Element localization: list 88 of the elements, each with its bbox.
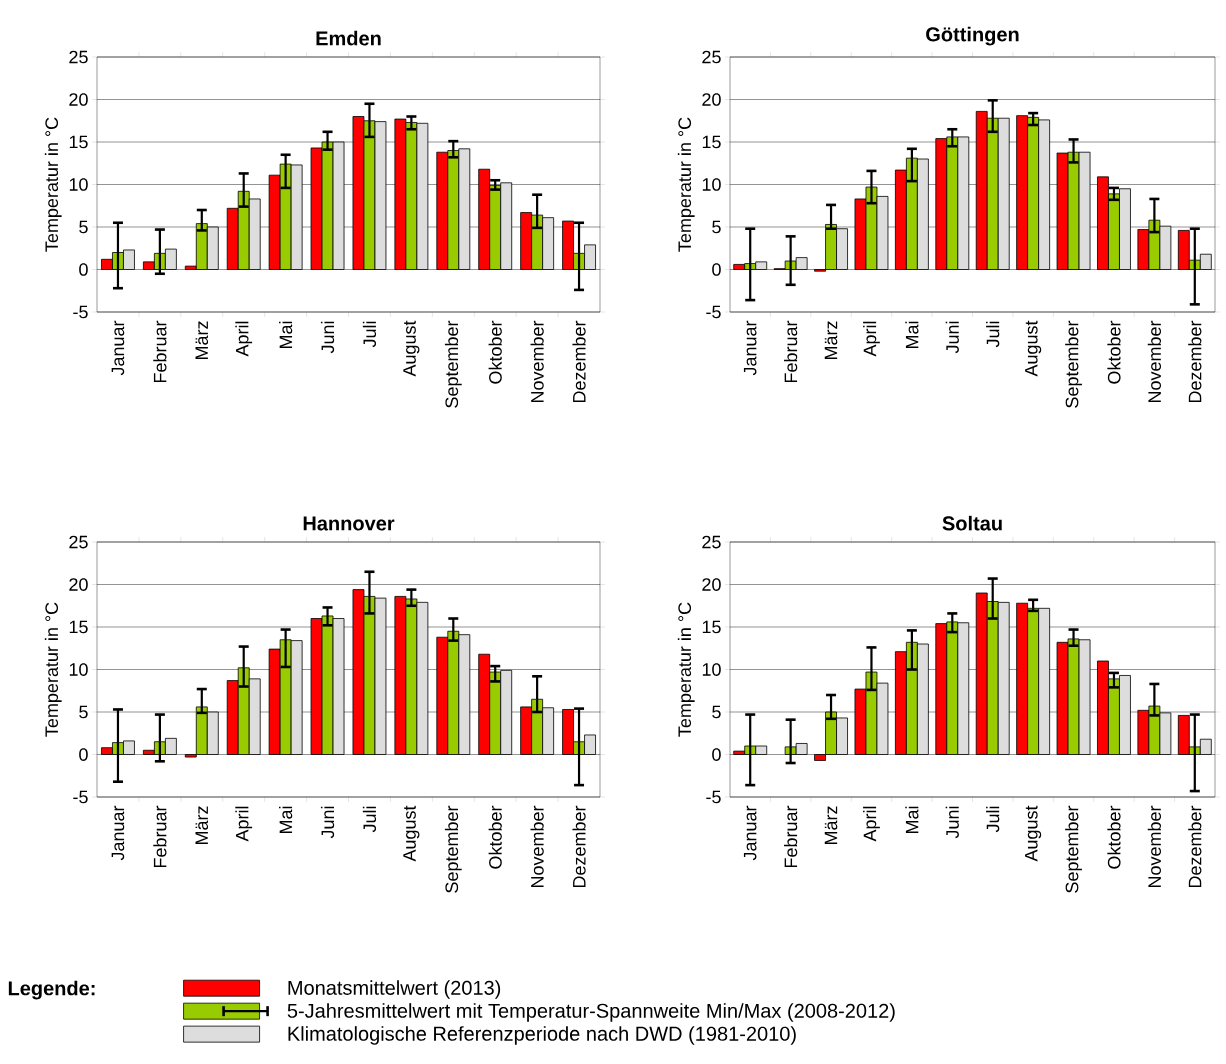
x-tick-label: Juli [986,806,1000,833]
y-tick-label: 25 [69,535,88,549]
x-tick-label: Juli [362,806,377,833]
chart-title: Göttingen [926,26,1019,46]
x-tick-label: Mai [905,321,919,349]
x-tick-label: Mai [279,806,293,834]
x-tick-label: April [235,321,253,357]
y-tick-label: -5 [706,305,721,319]
x-tick-label: August [1025,805,1042,862]
x-tick-label: März [824,806,838,845]
legend-title: Legende: [8,980,95,1000]
y-tick-label: 10 [702,663,721,676]
y-tick-label: 20 [69,578,88,591]
x-tick-label: September [444,805,462,893]
x-tick-label: November [530,320,544,403]
y-tick-label: 15 [702,620,721,634]
legend-label: 5-Jahresmittelwert mit Temperatur-Spannweite Min/Max (2008-2012) [287,1003,895,1022]
x-tick-label: Juli [362,321,377,348]
chart-title: Soltau [942,515,1002,531]
y-tick-label: 20 [702,93,721,106]
x-tick-label: November [1147,805,1161,888]
x-tick-label: Mai [279,321,293,349]
x-tick-label: Oktober [1107,805,1121,869]
x-tick-label: August [403,320,420,377]
x-tick-label: Mai [905,806,919,834]
x-tick-label: Juni [320,321,335,354]
y-tick-label: 25 [702,535,721,549]
y-tick-label: 0 [79,748,88,761]
y-tick-label: 20 [702,578,721,591]
x-tick-label: Juni [320,806,335,839]
chart-title: Emden [316,30,381,46]
y-tick-label: 25 [69,50,88,64]
x-tick-label: April [863,321,880,357]
x-tick-label: Februar [153,320,167,383]
x-tick-label: Januar [743,320,757,376]
y-tick-label: 15 [702,135,721,149]
y-tick-label: 5 [79,705,88,719]
y-tick-label: 10 [702,178,721,191]
y-tick-label: -5 [73,790,88,804]
x-tick-label: November [1147,320,1161,403]
y-tick-label: 5 [712,220,721,234]
y-tick-label: 10 [69,178,88,191]
x-tick-label: Dezember [1188,320,1202,403]
x-tick-label: September [1065,805,1082,893]
y-tick-label: 0 [79,263,88,276]
y-tick-label: 0 [712,263,721,276]
x-tick-label: März [195,806,209,845]
y-tick-label: 0 [712,748,721,761]
y-tick-label: -5 [706,790,721,804]
legend-label: Monatsmittelwert (2013) [288,980,501,999]
y-tick-label: 15 [69,620,88,634]
x-tick-label: Dezember [572,320,586,403]
x-tick-label: März [195,321,209,360]
x-tick-label: Juni [945,806,959,839]
y-tick-label: 15 [69,135,88,149]
x-tick-label: Juli [986,321,1000,348]
x-tick-label: April [235,806,253,842]
x-tick-label: Januar [111,320,125,376]
y-tick-label: 25 [702,50,721,64]
y-tick-label: 5 [712,705,721,719]
x-tick-label: Juni [945,321,959,354]
y-axis-title: Temperatur in °C [677,117,695,252]
y-tick-label: -5 [73,305,88,319]
x-tick-label: Oktober [1107,320,1121,384]
x-tick-label: September [1065,320,1082,408]
x-tick-label: Januar [743,805,757,861]
y-tick-label: 10 [69,663,88,676]
chart-title: Hannover [303,516,395,531]
legend-label: Klimatologische Referenzperiode nach DWD (1981-2010) [288,1026,796,1045]
x-tick-label: Februar [784,805,798,868]
x-tick-label: Oktober [488,320,502,384]
y-axis-title: Temperatur in °C [677,602,695,737]
x-tick-label: Dezember [1188,805,1202,888]
x-tick-label: September [444,320,462,408]
x-tick-label: Februar [153,805,167,868]
x-tick-label: November [530,805,544,888]
x-tick-label: Februar [784,320,798,383]
x-tick-label: April [863,806,880,842]
y-tick-label: 20 [69,93,88,106]
x-tick-label: August [1025,320,1042,377]
x-tick-label: Januar [111,805,125,861]
x-tick-label: Dezember [572,805,586,888]
x-tick-label: August [403,805,420,862]
x-tick-label: März [824,321,838,360]
y-axis-title: Temperatur in °C [44,117,62,252]
x-tick-label: Oktober [488,805,502,869]
y-axis-title: Temperatur in °C [44,602,62,737]
y-tick-label: 5 [79,220,88,234]
